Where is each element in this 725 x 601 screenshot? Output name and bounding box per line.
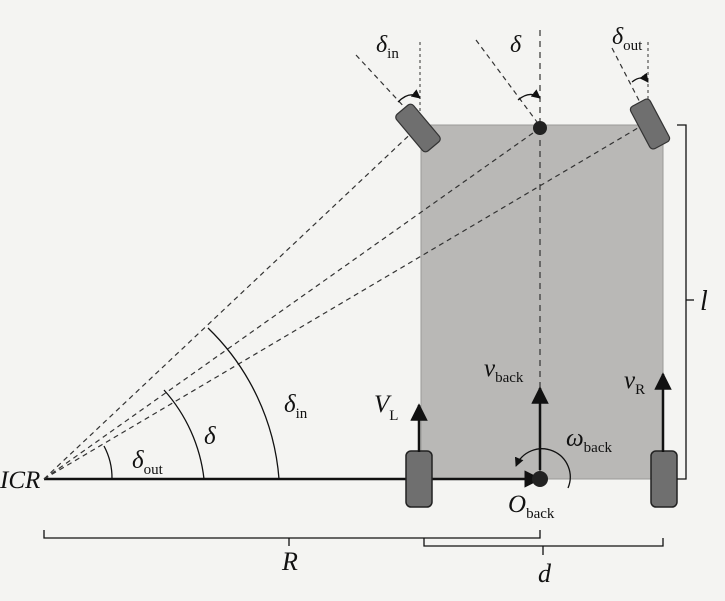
inner-wheel-heading-dashed xyxy=(355,54,421,125)
delta-in-label: δin xyxy=(284,391,308,422)
omega-back-arc xyxy=(515,448,571,489)
delta-out-top-label: δout xyxy=(612,24,643,54)
delta-label: δ xyxy=(204,423,216,450)
v-left-label: VL xyxy=(374,391,398,424)
delta-top-label: δ xyxy=(510,32,522,58)
front-right-wheel xyxy=(629,98,671,150)
v-back-label: vback xyxy=(484,355,524,386)
delta-arc xyxy=(163,389,205,480)
delta-out-label: δout xyxy=(132,447,164,478)
front-center-point xyxy=(533,121,547,135)
front-left-wheel xyxy=(395,103,441,153)
delta-out-top-arc xyxy=(631,72,649,83)
omega-back-label: ωback xyxy=(566,425,612,456)
center-heading-dashed xyxy=(475,39,541,127)
v-right-label: vR xyxy=(624,367,645,398)
delta-out-arc xyxy=(103,445,113,480)
rear-center-point xyxy=(532,471,548,487)
delta-top-arc xyxy=(517,89,541,101)
vehicle-body xyxy=(420,124,664,480)
delta-in-top-arc xyxy=(397,89,421,103)
delta-in-arc xyxy=(207,327,280,480)
rear-left-wheel xyxy=(405,450,433,508)
radius-bracket xyxy=(43,530,541,539)
icr-to-inner-wheel-dashed xyxy=(43,124,421,480)
length-bracket xyxy=(677,124,687,480)
o-back-label: Oback xyxy=(508,491,555,522)
length-label: l xyxy=(700,286,708,317)
icr-label: ICR xyxy=(0,467,40,494)
rear-right-wheel xyxy=(650,450,678,508)
icr-to-front-center-dashed xyxy=(43,127,541,480)
width-bracket xyxy=(423,538,664,547)
width-label: d xyxy=(538,559,552,588)
radius-label: R xyxy=(281,547,298,576)
delta-in-top-label: δin xyxy=(376,32,399,62)
